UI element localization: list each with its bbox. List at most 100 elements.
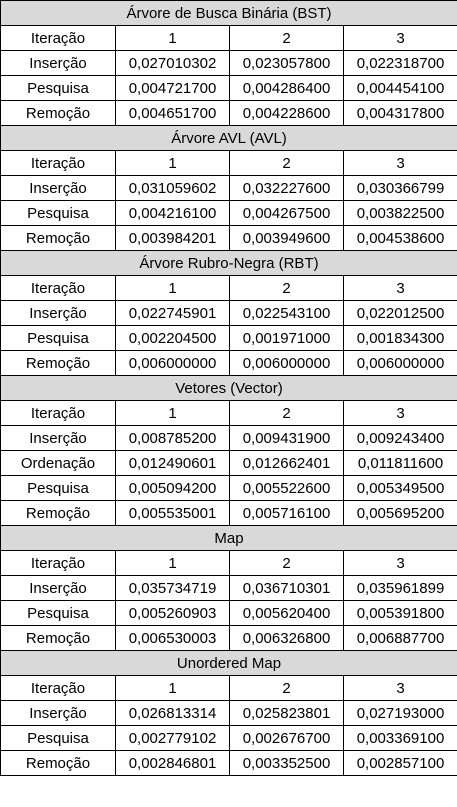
row-label-cell: Iteração (0, 150, 116, 176)
table-row: Remoção 0,006530003 0,006326800 0,006887700 (0, 625, 457, 651)
value-cell: 0,001971000 (229, 325, 344, 351)
iteration-number-cell: 3 (342, 400, 457, 426)
value-cell: 0,025823801 (229, 700, 344, 726)
row-label-cell: Iteração (0, 400, 116, 426)
value-cell: 0,004286400 (229, 75, 344, 101)
value-cell: 0,004317800 (342, 100, 457, 126)
table-row: Pesquisa 0,004216100 0,004267500 0,00382250… (0, 200, 457, 226)
value-cell: 0,004228600 (229, 100, 344, 126)
table-row: Pesquisa 0,002204500 0,001971000 0,00183430… (0, 325, 457, 351)
iteration-number-cell: 2 (229, 150, 344, 176)
row-label-cell: Iteração (0, 275, 116, 301)
section-title: Map (0, 525, 457, 551)
row-label-cell: Iteração (0, 675, 116, 701)
value-cell: 0,035961899 (342, 575, 457, 601)
row-label-cell: Inserção (0, 700, 116, 726)
table-row: Pesquisa 0,005260903 0,005620400 0,00539180… (0, 600, 457, 626)
iteration-number-cell: 1 (115, 550, 230, 576)
value-cell: 0,012490601 (115, 450, 230, 476)
value-cell: 0,003352500 (229, 750, 344, 776)
section-header-row: Árvore de Busca Binária (BST) (0, 0, 457, 26)
row-label-cell: Remoção (0, 100, 116, 126)
value-cell: 0,030366799 (342, 175, 457, 201)
row-label-cell: Remoção (0, 625, 116, 651)
value-cell: 0,011811600 (342, 450, 457, 476)
row-label-cell: Pesquisa (0, 325, 116, 351)
iteration-number-cell: 2 (229, 275, 344, 301)
value-cell: 0,004538600 (342, 225, 457, 251)
table-row: Inserção 0,008785200 0,009431900 0,00924340… (0, 425, 457, 451)
value-cell: 0,036710301 (229, 575, 344, 601)
row-label-cell: Remoção (0, 750, 116, 776)
value-cell: 0,022012500 (342, 300, 457, 326)
benchmark-table-body: Árvore de Busca Binária (BST) Iteração 1 2 3… (0, 0, 457, 776)
row-label-cell: Pesquisa (0, 475, 116, 501)
section-header-row: Unordered Map (0, 650, 457, 676)
row-label-cell: Inserção (0, 575, 116, 601)
value-cell: 0,026813314 (115, 700, 230, 726)
row-label-cell: Pesquisa (0, 725, 116, 751)
section-title: Árvore AVL (AVL) (0, 125, 457, 151)
table-row: Remoção 0,005535001 0,005716100 0,005695200 (0, 500, 457, 526)
row-label-cell: Inserção (0, 300, 116, 326)
iteration-number-cell: 2 (229, 400, 344, 426)
value-cell: 0,005695200 (342, 500, 457, 526)
table-row: Remoção 0,004651700 0,004228600 0,004317800 (0, 100, 457, 126)
value-cell: 0,006887700 (342, 625, 457, 651)
value-cell: 0,004216100 (115, 200, 230, 226)
row-label-cell: Pesquisa (0, 200, 116, 226)
iteration-number-cell: 2 (229, 550, 344, 576)
value-cell: 0,001834300 (342, 325, 457, 351)
value-cell: 0,008785200 (115, 425, 230, 451)
table-row: Inserção 0,026813314 0,025823801 0,02719300… (0, 700, 457, 726)
table-row: Pesquisa 0,002779102 0,002676700 0,00336910… (0, 725, 457, 751)
iteration-number-cell: 1 (115, 675, 230, 701)
table-row: Pesquisa 0,005094200 0,005522600 0,00534950… (0, 475, 457, 501)
table-row: Pesquisa 0,004721700 0,004286400 0,00445410… (0, 75, 457, 101)
section-header-row: Árvore Rubro-Negra (RBT) (0, 250, 457, 276)
iteration-header-row: Iteração 1 2 3 (0, 675, 457, 701)
table-row: Inserção 0,027010302 0,023057800 0,02231870… (0, 50, 457, 76)
value-cell: 0,002204500 (115, 325, 230, 351)
value-cell: 0,005094200 (115, 475, 230, 501)
iteration-number-cell: 1 (115, 25, 230, 51)
iteration-header-row: Iteração 1 2 3 (0, 150, 457, 176)
value-cell: 0,006530003 (115, 625, 230, 651)
iteration-number-cell: 1 (115, 400, 230, 426)
value-cell: 0,002846801 (115, 750, 230, 776)
table-row: Remoção 0,002846801 0,003352500 0,002857100 (0, 750, 457, 776)
value-cell: 0,002676700 (229, 725, 344, 751)
iteration-number-cell: 3 (342, 550, 457, 576)
value-cell: 0,031059602 (115, 175, 230, 201)
value-cell: 0,023057800 (229, 50, 344, 76)
row-label-cell: Inserção (0, 50, 116, 76)
value-cell: 0,009243400 (342, 425, 457, 451)
row-label-cell: Remoção (0, 350, 116, 376)
section-title: Árvore Rubro-Negra (RBT) (0, 250, 457, 276)
iteration-number-cell: 2 (229, 675, 344, 701)
iteration-number-cell: 2 (229, 25, 344, 51)
row-label-cell: Pesquisa (0, 75, 116, 101)
row-label-cell: Remoção (0, 225, 116, 251)
value-cell: 0,022543100 (229, 300, 344, 326)
value-cell: 0,005620400 (229, 600, 344, 626)
value-cell: 0,006000000 (115, 350, 230, 376)
row-label-cell: Inserção (0, 175, 116, 201)
value-cell: 0,006326800 (229, 625, 344, 651)
value-cell: 0,004454100 (342, 75, 457, 101)
value-cell: 0,003984201 (115, 225, 230, 251)
row-label-cell: Iteração (0, 550, 116, 576)
table-row: Inserção 0,031059602 0,032227600 0,03036679… (0, 175, 457, 201)
row-label-cell: Inserção (0, 425, 116, 451)
section-header-row: Vetores (Vector) (0, 375, 457, 401)
row-label-cell: Iteração (0, 25, 116, 51)
table-row: Ordenação 0,012490601 0,012662401 0,0118116… (0, 450, 457, 476)
iteration-number-cell: 3 (342, 25, 457, 51)
value-cell: 0,032227600 (229, 175, 344, 201)
value-cell: 0,006000000 (342, 350, 457, 376)
table-row: Inserção 0,022745901 0,022543100 0,02201250… (0, 300, 457, 326)
value-cell: 0,003949600 (229, 225, 344, 251)
value-cell: 0,005391800 (342, 600, 457, 626)
value-cell: 0,006000000 (229, 350, 344, 376)
row-label-cell: Remoção (0, 500, 116, 526)
